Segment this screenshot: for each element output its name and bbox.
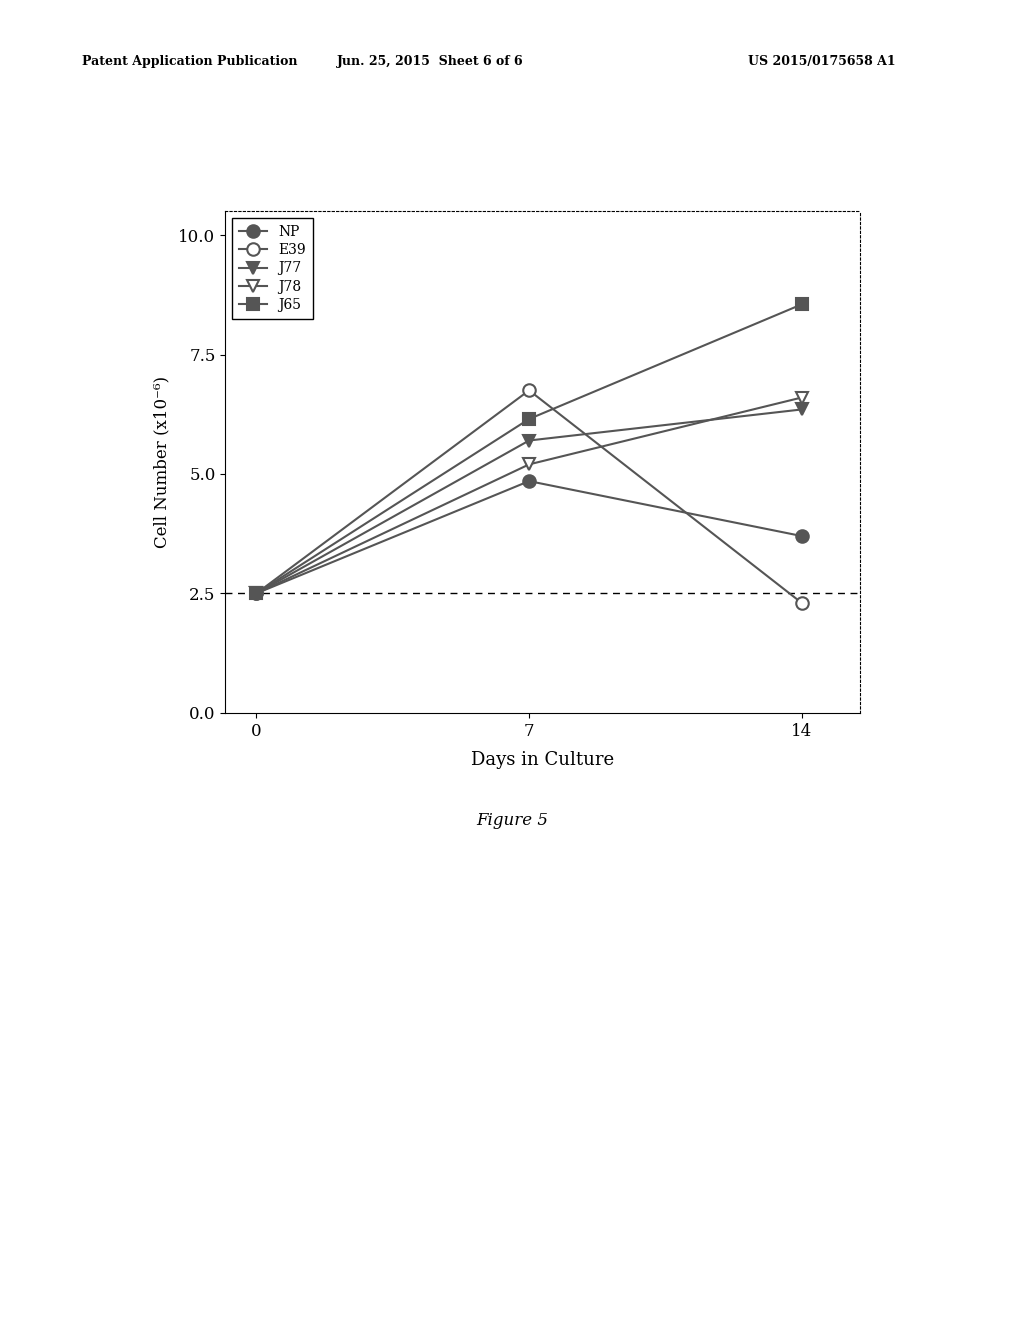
Text: Jun. 25, 2015  Sheet 6 of 6: Jun. 25, 2015 Sheet 6 of 6 — [337, 55, 523, 69]
Y-axis label: Cell Number (x10⁻⁶): Cell Number (x10⁻⁶) — [154, 376, 170, 548]
Legend: NP, E39, J77, J78, J65: NP, E39, J77, J78, J65 — [232, 218, 312, 318]
Text: Figure 5: Figure 5 — [476, 812, 548, 829]
Text: US 2015/0175658 A1: US 2015/0175658 A1 — [749, 55, 896, 69]
X-axis label: Days in Culture: Days in Culture — [471, 751, 614, 768]
Text: Patent Application Publication: Patent Application Publication — [82, 55, 297, 69]
